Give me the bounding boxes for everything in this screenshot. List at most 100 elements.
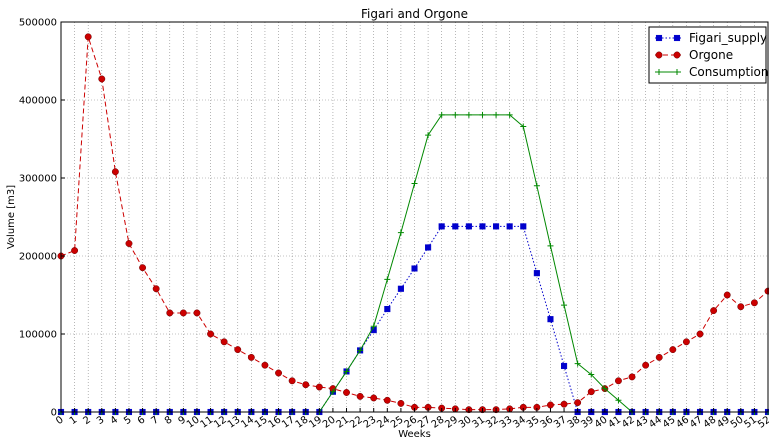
data-point-orgone: [696, 330, 704, 338]
data-point-orgone: [370, 394, 378, 402]
data-point-orgone: [614, 377, 622, 385]
data-point-orgone: [343, 389, 350, 396]
data-point-orgone: [397, 399, 405, 407]
data-point-consumption: [574, 360, 581, 367]
data-point-orgone: [547, 401, 554, 409]
data-point-consumption: [438, 111, 445, 118]
data-point-orgone: [669, 346, 677, 354]
data-point-figari-supply: [465, 223, 472, 230]
legend: Figari_supply Orgone Consumption: [648, 26, 768, 84]
y-tick-label: 0: [51, 408, 57, 419]
x-tick-label: 1: [68, 414, 80, 427]
y-axis-label: Volume [m3]: [6, 185, 17, 249]
data-point-consumption: [329, 388, 336, 395]
data-point-figari-supply: [493, 223, 500, 230]
x-axis-label: Weeks: [398, 429, 431, 439]
y-tick-label: 500000: [19, 18, 57, 29]
data-point-consumption: [411, 180, 418, 187]
data-point-orgone: [125, 240, 133, 247]
data-point-orgone: [179, 309, 187, 317]
data-point-consumption: [370, 323, 377, 330]
y-tick-label: 300000: [19, 174, 57, 185]
data-point-consumption: [452, 111, 459, 118]
data-point-orgone: [261, 361, 269, 369]
data-point-figari-supply: [533, 270, 540, 277]
x-tick-label: 7: [149, 414, 161, 427]
data-point-orgone: [560, 400, 568, 408]
data-point-orgone: [139, 264, 147, 272]
data-point-orgone: [275, 369, 282, 377]
data-point-orgone: [356, 392, 364, 400]
y-tick-label: 400000: [19, 96, 57, 107]
data-point-orgone: [315, 383, 323, 391]
data-point-orgone: [574, 399, 582, 407]
legend-marker-figari-supply: [655, 34, 663, 42]
data-point-consumption: [384, 276, 391, 283]
series-orgone: [57, 33, 769, 414]
legend-marker-orgone: [673, 51, 681, 59]
data-point-orgone: [642, 361, 650, 369]
data-point-consumption: [615, 397, 622, 404]
legend-label-figari-supply: Figari_supply: [689, 31, 767, 45]
data-point-orgone: [628, 373, 636, 381]
legend-label-orgone: Orgone: [689, 48, 733, 62]
data-point-orgone: [111, 168, 119, 176]
data-point-orgone: [84, 33, 92, 41]
y-tick-label: 200000: [19, 252, 57, 263]
data-point-orgone: [193, 309, 201, 317]
data-point-figari-supply: [547, 316, 554, 323]
legend-marker-orgone: [655, 51, 663, 59]
data-point-consumption: [493, 111, 500, 118]
data-point-orgone: [587, 388, 595, 396]
data-point-orgone: [383, 396, 391, 404]
data-point-orgone: [247, 353, 255, 361]
data-point-consumption: [397, 229, 404, 236]
data-point-figari-supply: [438, 223, 445, 230]
data-point-orgone: [655, 353, 663, 361]
data-point-figari-supply: [479, 223, 486, 230]
legend-marker-figari-supply: [673, 34, 681, 42]
data-point-orgone: [207, 330, 215, 338]
data-point-orgone: [710, 307, 718, 315]
data-point-consumption: [601, 385, 608, 392]
data-point-orgone: [71, 247, 79, 254]
data-point-consumption: [561, 302, 568, 309]
legend-marker-consumption: [674, 69, 680, 75]
data-point-consumption: [343, 368, 350, 375]
data-point-orgone: [220, 338, 228, 346]
legend-box: [648, 26, 767, 84]
x-tick-label: 0: [54, 414, 66, 427]
data-point-figari-supply: [425, 244, 432, 251]
data-point-orgone: [152, 285, 160, 293]
legend-marker-consumption: [656, 69, 662, 75]
data-point-orgone: [234, 346, 242, 354]
data-point-orgone: [723, 291, 731, 299]
data-point-consumption: [520, 123, 527, 130]
x-tick-label: 2: [81, 414, 93, 427]
chart-title: Figari and Orgone: [361, 7, 468, 21]
x-tick-label: 52: [756, 414, 769, 430]
data-point-consumption: [357, 347, 364, 354]
data-point-consumption: [547, 242, 554, 249]
data-point-consumption: [479, 111, 486, 118]
data-point-consumption: [465, 111, 472, 118]
data-point-figari-supply: [384, 305, 391, 313]
data-point-orgone: [98, 75, 106, 83]
data-point-orgone: [750, 299, 758, 307]
x-tick-label: 4: [109, 414, 121, 427]
x-tick-label: 5: [122, 414, 134, 427]
y-tick-label: 100000: [19, 330, 57, 341]
legend-label-consumption: Consumption: [689, 65, 768, 79]
x-tick-label: 6: [136, 414, 148, 427]
data-point-figari-supply: [520, 223, 527, 230]
data-point-consumption: [588, 371, 595, 378]
data-point-figari-supply: [411, 265, 418, 272]
data-point-orgone: [737, 303, 745, 311]
data-point-orgone: [682, 338, 690, 346]
data-point-consumption: [533, 182, 540, 189]
y-axis: 0 100000 200000 300000 400000 500000: [19, 18, 65, 419]
x-tick-label: 9: [177, 414, 189, 427]
data-point-orgone: [288, 377, 296, 385]
